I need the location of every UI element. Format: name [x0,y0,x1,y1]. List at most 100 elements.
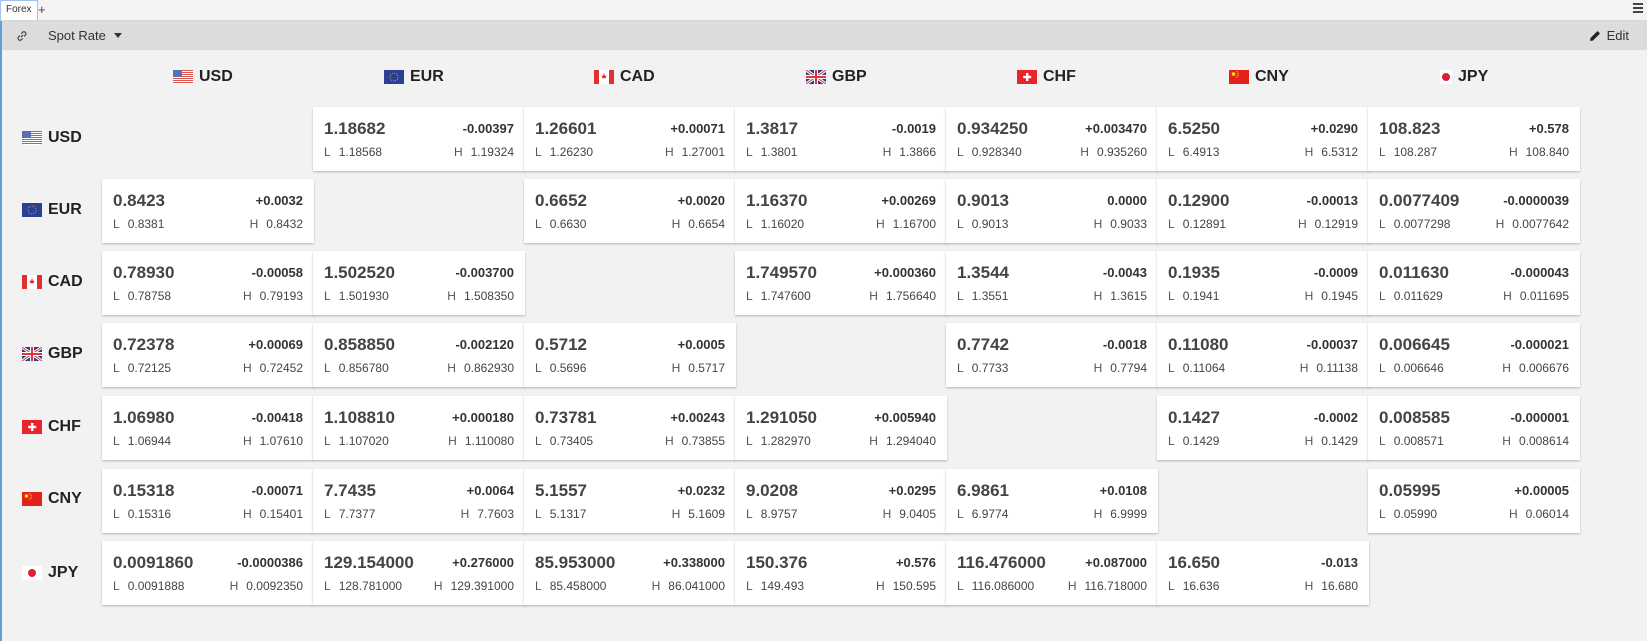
rate-card-jpy-gbp[interactable]: 150.376 +0.576 L 149.493 H 150.595 [735,541,947,605]
rate-card-eur-cad[interactable]: 0.6652 +0.0020 L 0.6630 H 0.6654 [524,179,736,243]
row-header-label: EUR [48,201,82,218]
high-value: 0.935260 [1096,145,1147,159]
high-value: 1.756640 [885,289,936,303]
cny-flag-icon [1229,70,1249,84]
rate-card-cad-jpy[interactable]: 0.011630 -0.000043 L 0.011629 H 0.011695 [1368,251,1580,315]
high-value: 1.19324 [470,145,514,159]
rate-high: H 1.508350 [447,289,514,303]
low-value: 0.11064 [1182,361,1226,375]
rate-card-eur-gbp[interactable]: 1.16370 +0.00269 L 1.16020 H 1.16700 [735,179,947,243]
low-value: 1.282970 [760,434,811,448]
rate-high: H 0.6654 [672,217,725,231]
rate-card-usd-cny[interactable]: 6.5250 +0.0290 L 6.4913 H 6.5312 [1157,107,1369,171]
rate-value: 1.18682 [324,119,386,138]
rate-card-eur-chf[interactable]: 0.9013 0.0000 L 0.9013 H 0.9033 [946,179,1158,243]
rate-card-jpy-cad[interactable]: 85.953000 +0.338000 L 85.458000 H 86.041000 [524,541,736,605]
rate-card-chf-gbp[interactable]: 1.291050 +0.005940 L 1.282970 H 1.294040 [735,396,947,460]
hamburger-menu-icon[interactable] [1633,3,1643,15]
high-value: 1.07610 [259,434,303,448]
jpy-flag-icon [1440,70,1452,84]
tab-forex[interactable]: Forex [0,0,38,20]
rate-value: 0.9013 [957,191,1009,210]
high-value: 0.06014 [1525,507,1569,521]
rate-card-gbp-eur[interactable]: 0.858850 -0.002120 L 0.856780 H 0.862930 [313,323,525,387]
low-value: 128.781000 [338,579,403,593]
spot-rate-dropdown[interactable]: Spot Rate [48,21,122,50]
high-value: 0.7794 [1110,361,1147,375]
rate-card-gbp-cny[interactable]: 0.11080 -0.00037 L 0.11064 H 0.11138 [1157,323,1369,387]
rate-card-chf-jpy[interactable]: 0.008585 -0.000001 L 0.008571 H 0.008614 [1368,396,1580,460]
rate-card-usd-jpy[interactable]: 108.823 +0.578 L 108.287 H 108.840 [1368,107,1580,171]
rate-card-cny-gbp[interactable]: 9.0208 +0.0295 L 8.9757 H 9.0405 [735,469,947,533]
rate-card-jpy-usd[interactable]: 0.0091860 -0.0000386 L 0.0091888 H 0.0092350 [102,541,314,605]
rate-card-usd-chf[interactable]: 0.934250 +0.003470 L 0.928340 H 0.935260 [946,107,1158,171]
rate-change: -0.0043 [1102,265,1147,280]
rate-high: H 1.16700 [876,217,936,231]
rate-card-usd-gbp[interactable]: 1.3817 -0.0019 L 1.3801 H 1.3866 [735,107,947,171]
cny-flag-icon [22,492,42,506]
rate-card-jpy-chf[interactable]: 116.476000 +0.087000 L 116.086000 H 116.71800… [946,541,1158,605]
high-label: H [1304,145,1314,159]
rate-card-jpy-eur[interactable]: 129.154000 +0.276000 L 128.781000 H 129.39100… [313,541,525,605]
low-label: L [1168,579,1175,593]
rate-card-gbp-cad[interactable]: 0.5712 +0.0005 L 0.5696 H 0.5717 [524,323,736,387]
high-label: H [875,579,885,593]
rate-change: +0.276000 [452,555,514,570]
low-value: 108.287 [1393,145,1438,159]
rate-card-gbp-chf[interactable]: 0.7742 -0.0018 L 0.7733 H 0.7794 [946,323,1158,387]
rate-card-eur-jpy[interactable]: 0.0077409 -0.0000039 L 0.0077298 H 0.0077642 [1368,179,1580,243]
rate-value: 1.502520 [324,263,395,282]
rate-change: +0.0064 [466,483,514,498]
rate-card-cad-chf[interactable]: 1.3544 -0.0043 L 1.3551 H 1.3615 [946,251,1158,315]
rate-card-cny-eur[interactable]: 7.7435 +0.0064 L 7.7377 H 7.7603 [313,469,525,533]
rate-value: 0.006645 [1379,335,1450,354]
rate-card-cad-gbp[interactable]: 1.749570 +0.000360 L 1.747600 H 1.756640 [735,251,947,315]
high-label: H [1502,361,1511,375]
low-label: L [746,217,753,231]
high-value: 0.12919 [1314,217,1358,231]
rate-card-cny-jpy[interactable]: 0.05995 +0.00005 L 0.05990 H 0.06014 [1368,469,1580,533]
low-label: L [324,289,331,303]
rate-low: L 1.282970 [746,434,811,448]
rate-card-cad-cny[interactable]: 0.1935 -0.0009 L 0.1941 H 0.1945 [1157,251,1369,315]
rate-card-eur-cny[interactable]: 0.12900 -0.00013 L 0.12891 H 0.12919 [1157,179,1369,243]
column-header-label: CHF [1043,68,1076,85]
rate-card-gbp-usd[interactable]: 0.72378 +0.00069 L 0.72125 H 0.72452 [102,323,314,387]
high-value: 1.27001 [681,145,725,159]
rate-low: L 0.78758 [113,289,171,303]
rate-card-cad-eur[interactable]: 1.502520 -0.003700 L 1.501930 H 1.508350 [313,251,525,315]
add-tab-button[interactable]: + [38,2,46,17]
rate-card-usd-cad[interactable]: 1.26601 +0.00071 L 1.26230 H 1.27001 [524,107,736,171]
link-icon[interactable] [15,29,29,43]
high-label: H [671,507,681,521]
rate-high: H 0.006676 [1502,361,1569,375]
rate-high: H 1.07610 [243,434,303,448]
rate-card-chf-usd[interactable]: 1.06980 -0.00418 L 1.06944 H 1.07610 [102,396,314,460]
low-label: L [535,507,542,521]
rate-card-chf-cad[interactable]: 0.73781 +0.00243 L 0.73405 H 0.73855 [524,396,736,460]
rate-card-jpy-cny[interactable]: 16.650 -0.013 L 16.636 H 16.680 [1157,541,1369,605]
rate-card-chf-cny[interactable]: 0.1427 -0.0002 L 0.1429 H 0.1429 [1157,396,1369,460]
column-header-label: USD [199,68,233,85]
rate-card-usd-eur[interactable]: 1.18682 -0.00397 L 1.18568 H 1.19324 [313,107,525,171]
rate-low: L 1.06944 [113,434,171,448]
high-label: H [1299,361,1309,375]
rate-high: H 0.79193 [243,289,303,303]
rate-high: H 1.27001 [665,145,725,159]
high-label: H [447,289,456,303]
rate-card-eur-usd[interactable]: 0.8423 +0.0032 L 0.8381 H 0.8432 [102,179,314,243]
rate-card-cny-chf[interactable]: 6.9861 +0.0108 L 6.9774 H 6.9999 [946,469,1158,533]
rate-card-cny-usd[interactable]: 0.15318 -0.00071 L 0.15316 H 0.15401 [102,469,314,533]
rate-value: 0.12900 [1168,191,1230,210]
rate-card-cny-cad[interactable]: 5.1557 +0.0232 L 5.1317 H 5.1609 [524,469,736,533]
rate-card-chf-eur[interactable]: 1.108810 +0.000180 L 1.107020 H 1.110080 [313,396,525,460]
rate-high: H 1.756640 [869,289,936,303]
eur-flag-icon [384,70,404,84]
rate-card-gbp-jpy[interactable]: 0.006645 -0.000021 L 0.006646 H 0.006676 [1368,323,1580,387]
rate-low: L 0.8381 [113,217,164,231]
rate-high: H 0.5717 [672,361,725,375]
rate-high: H 1.19324 [454,145,514,159]
rate-card-cad-usd[interactable]: 0.78930 -0.00058 L 0.78758 H 0.79193 [102,251,314,315]
edit-button[interactable]: Edit [1588,21,1629,50]
rate-value: 0.858850 [324,335,395,354]
